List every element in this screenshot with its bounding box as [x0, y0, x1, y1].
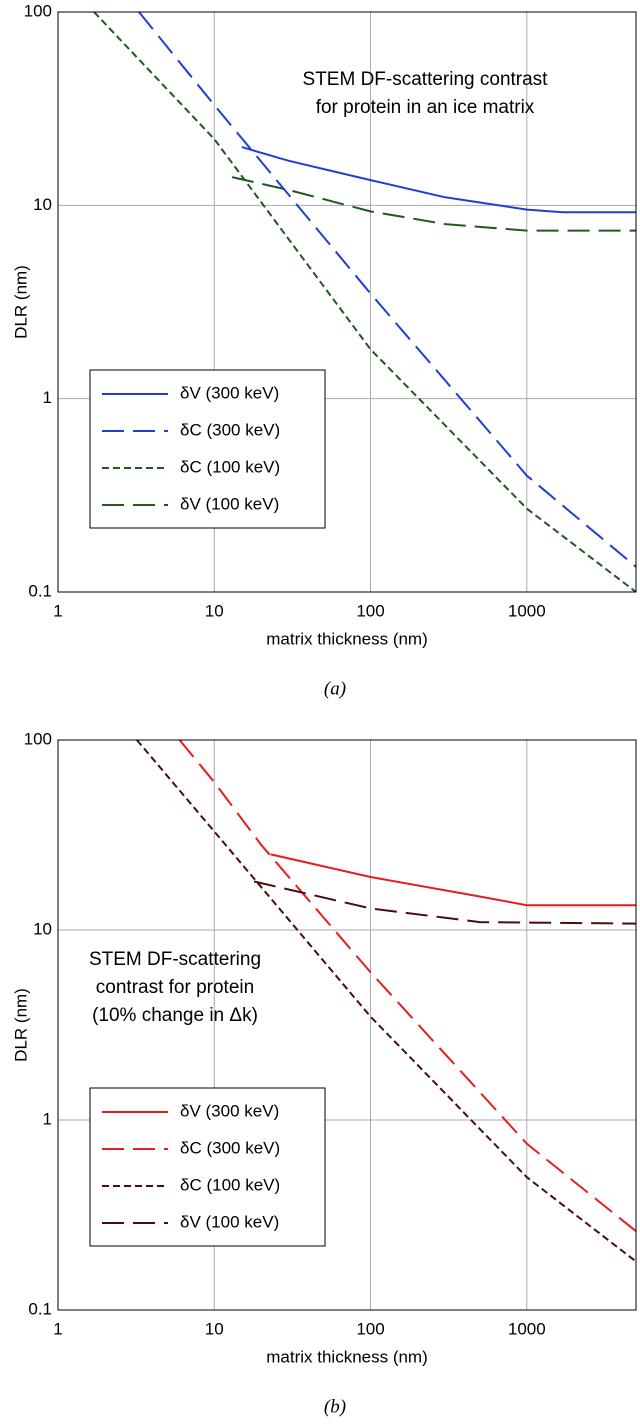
x-tick-label: 1000: [508, 601, 546, 620]
x-tick-label: 1: [53, 1319, 62, 1338]
legend-label: δC (300 keV): [180, 1138, 280, 1157]
x-tick-label: 1000: [508, 1319, 546, 1338]
y-tick-label: 0.1: [28, 1299, 52, 1318]
legend-box: [89, 1087, 326, 1247]
caption: (b): [324, 1396, 346, 1417]
data-line: [178, 740, 636, 1232]
plot-frame: [57, 739, 637, 1311]
legend-box: [89, 369, 326, 529]
data-line: [231, 176, 636, 232]
y-tick-label: 100: [24, 1, 52, 20]
x-axis-label: matrix thickness (nm): [266, 1347, 428, 1366]
annotation: (10% change in Δk): [92, 1005, 258, 1026]
annotation: STEM DF-scattering contrast: [303, 69, 549, 90]
y-tick-label: 0.1: [28, 581, 52, 600]
x-axis-label: matrix thickness (nm): [266, 629, 428, 648]
data-line: [241, 146, 636, 214]
y-tick-label: 10: [33, 919, 52, 938]
annotation: STEM DF-scattering: [89, 949, 261, 970]
x-tick-label: 100: [356, 601, 384, 620]
y-tick-label: 1: [43, 388, 52, 407]
legend-label: δC (300 keV): [180, 420, 280, 439]
x-tick-label: 10: [205, 601, 224, 620]
y-tick-label: 100: [24, 729, 52, 748]
y-tick-label: 10: [33, 195, 52, 214]
data-line: [136, 740, 636, 1263]
data-line: [93, 12, 636, 592]
legend-label: δC (100 keV): [180, 457, 280, 476]
legend-label: δV (100 keV): [180, 1212, 279, 1231]
legend-label: δV (300 keV): [180, 383, 279, 402]
plot-frame: [57, 11, 637, 593]
caption: (a): [324, 678, 346, 699]
x-tick-label: 100: [356, 1319, 384, 1338]
x-tick-label: 1: [53, 601, 62, 620]
legend-label: δV (300 keV): [180, 1101, 279, 1120]
legend-label: δV (100 keV): [180, 494, 279, 513]
legend-label: δC (100 keV): [180, 1175, 280, 1194]
y-axis-label: DLR (nm): [11, 265, 30, 339]
annotation: for protein in an ice matrix: [316, 97, 535, 118]
annotation: contrast for protein: [96, 977, 254, 998]
data-line: [138, 12, 636, 568]
y-axis-label: DLR (nm): [11, 988, 30, 1062]
data-line: [253, 880, 636, 925]
y-tick-label: 1: [43, 1109, 52, 1128]
x-tick-label: 10: [205, 1319, 224, 1338]
data-line: [270, 853, 636, 907]
